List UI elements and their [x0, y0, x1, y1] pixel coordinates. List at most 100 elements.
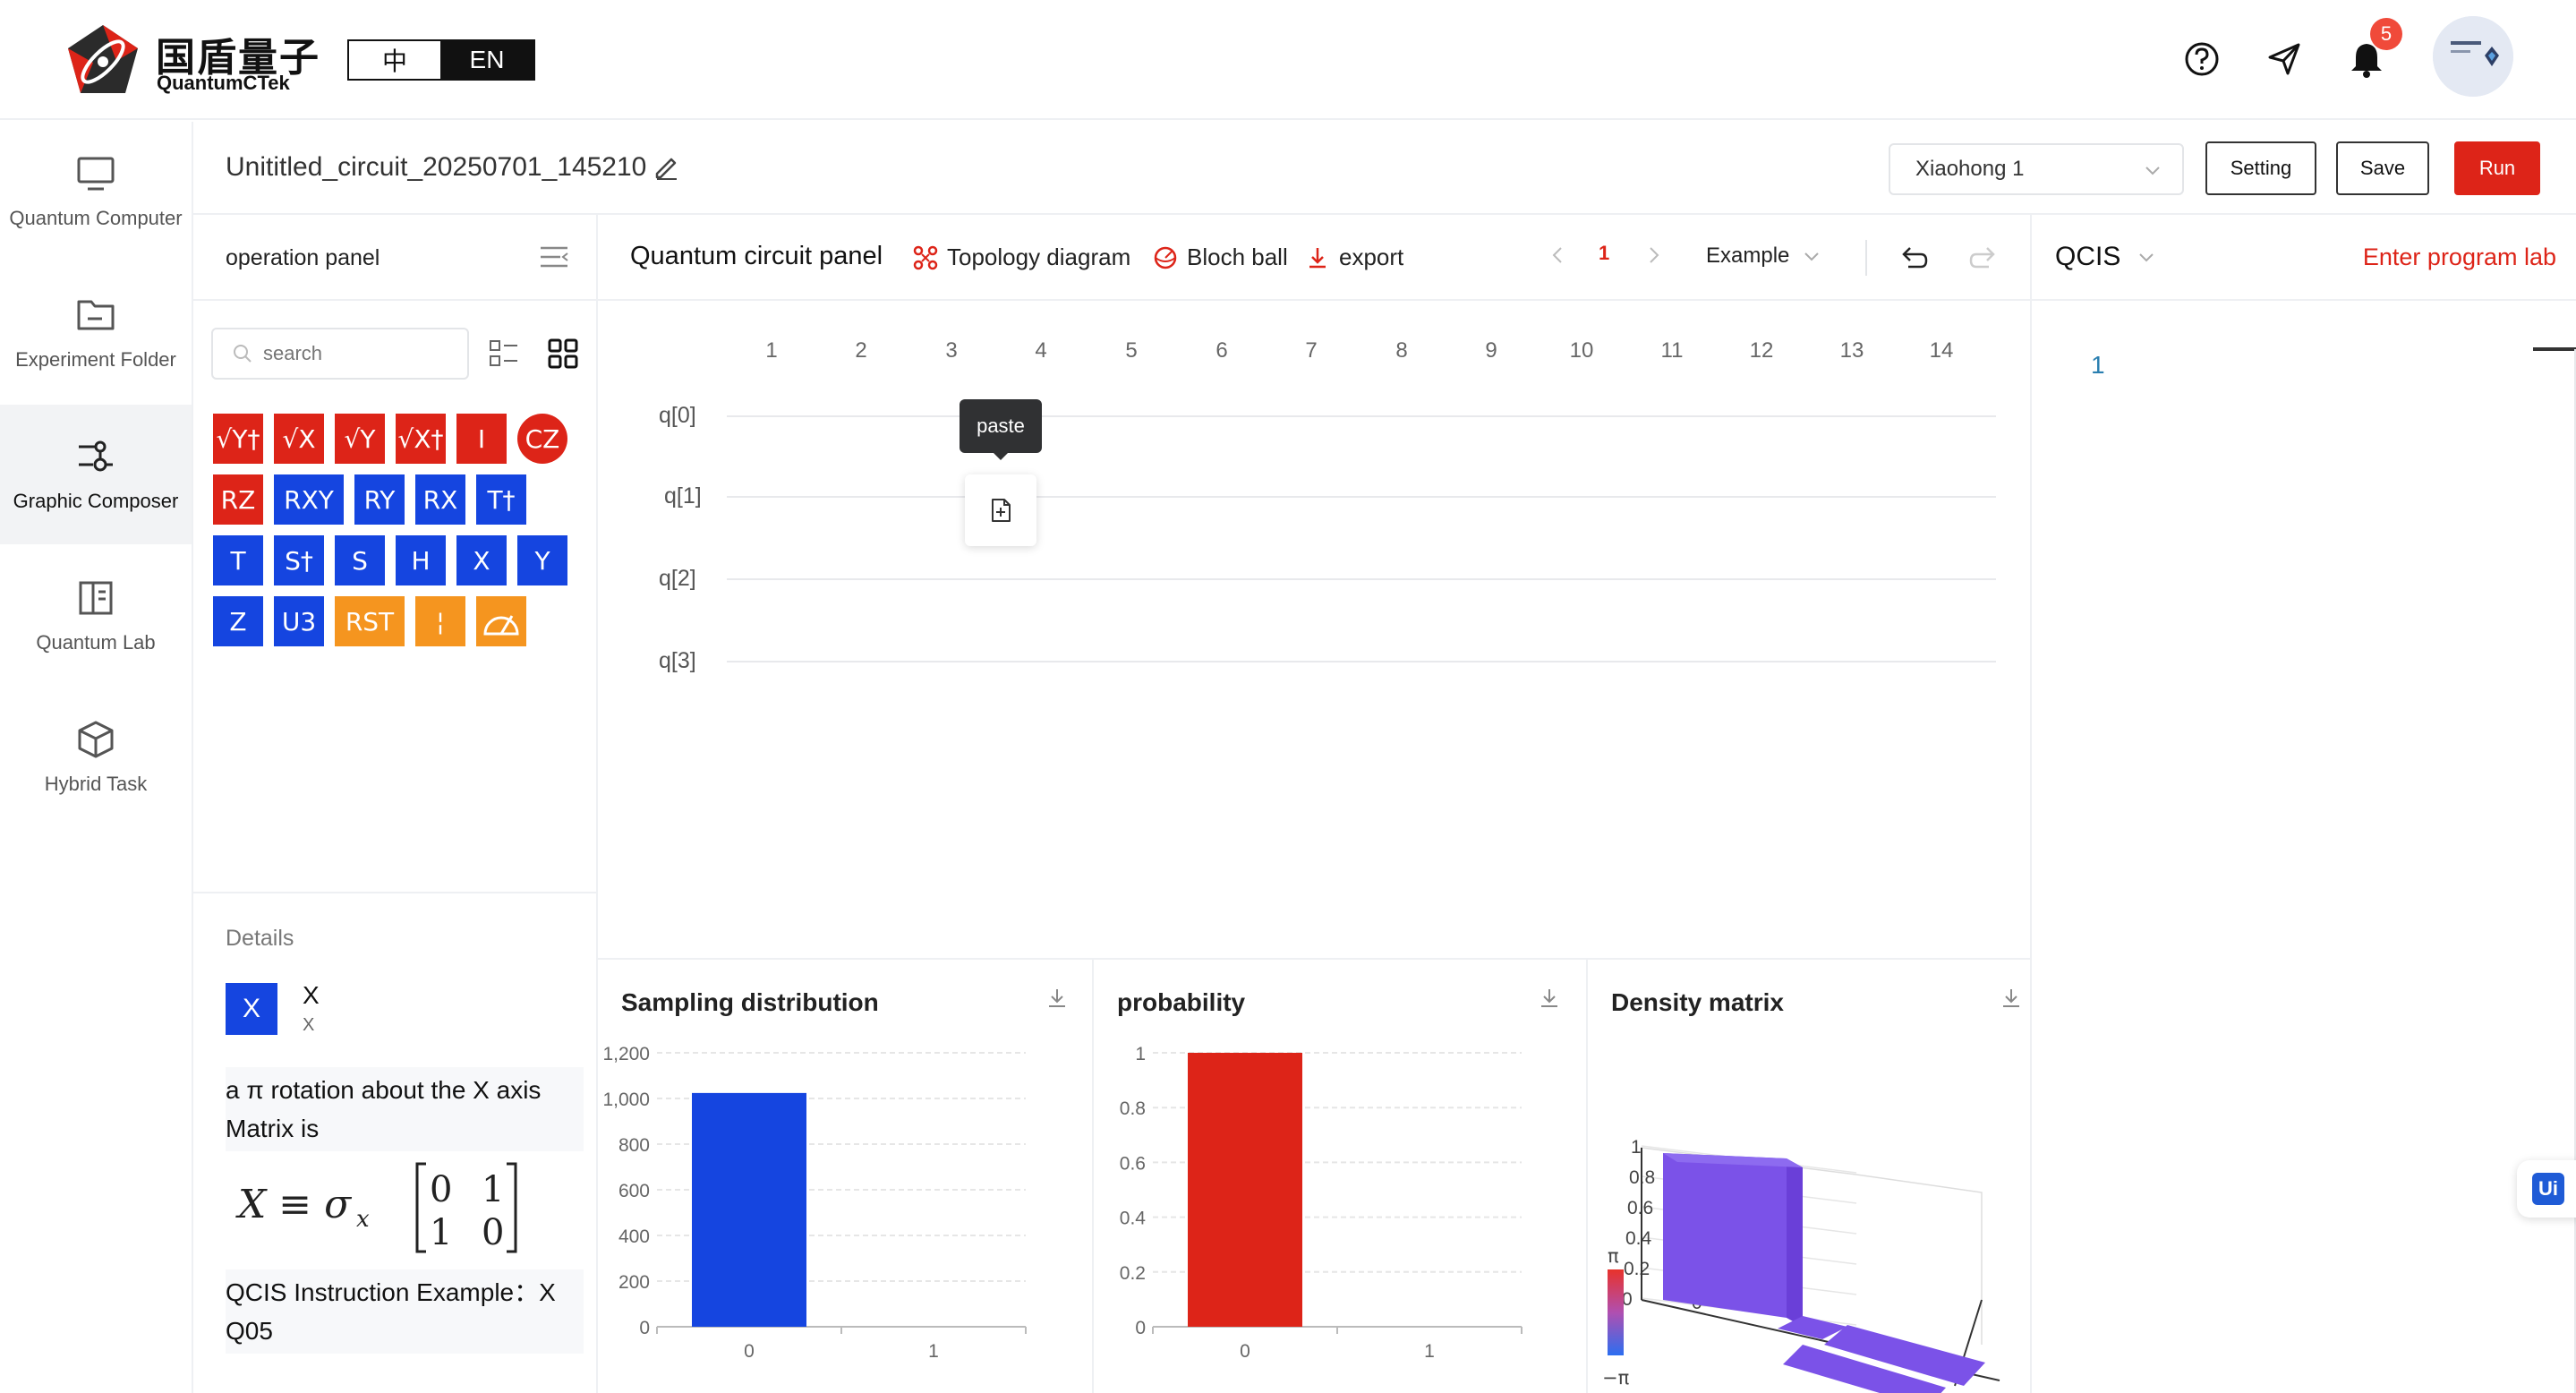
- paste-button[interactable]: [965, 474, 1036, 546]
- nav-item-hybrid-task[interactable]: Hybrid Task: [0, 688, 192, 827]
- gate-i[interactable]: I: [456, 414, 507, 464]
- bloch-ball-link[interactable]: Bloch ball: [1153, 244, 1288, 271]
- example-select-label: Example: [1706, 244, 1790, 268]
- enter-program-lab-link[interactable]: Enter program lab: [2362, 244, 2556, 270]
- nav-item-quantum-lab[interactable]: Quantum Lab: [0, 546, 192, 686]
- bell-icon[interactable]: [2341, 34, 2392, 84]
- matrix-cell: 1: [482, 1169, 504, 1210]
- nav-item-graphic-composer[interactable]: Graphic Composer: [0, 405, 192, 544]
- x-tick-label: 1: [1424, 1341, 1435, 1362]
- grid-view-icon[interactable]: [548, 338, 578, 369]
- sampling-distribution-panel: Sampling distribution 0 200 400 600 800 1,000…: [598, 958, 1094, 1393]
- lang-en-button[interactable]: EN: [440, 41, 533, 79]
- search-input[interactable]: [263, 342, 442, 365]
- nav-item-quantum-computer[interactable]: Quantum Computer: [0, 122, 192, 261]
- folder-icon: [77, 300, 115, 330]
- gate-rx[interactable]: RX: [415, 474, 465, 525]
- gate-u3[interactable]: U3: [274, 596, 324, 646]
- logo[interactable]: [63, 21, 143, 98]
- nav-item-experiment-folder[interactable]: Experiment Folder: [0, 263, 192, 403]
- gate-rst[interactable]: RST: [335, 596, 405, 646]
- column-number: 6: [1215, 338, 1228, 363]
- gate-sqrt-x[interactable]: √X: [274, 414, 324, 464]
- download-icon[interactable]: [1045, 987, 1069, 1010]
- brand-name-cn: 国盾量子: [156, 36, 320, 80]
- edit-icon[interactable]: [652, 152, 680, 181]
- gate-sqrt-x-dagger[interactable]: √X†: [396, 414, 446, 464]
- probability-chart: 0 0.2 0.4 0.6 0.8 1 0 1: [1120, 1044, 1523, 1362]
- gate-s-dagger[interactable]: S†: [274, 535, 324, 585]
- chevron-left-icon[interactable]: [1547, 244, 1570, 267]
- nav-label: Graphic Composer: [13, 490, 179, 512]
- redo-icon[interactable]: [1967, 242, 2000, 274]
- gate-h[interactable]: H: [396, 535, 446, 585]
- qcis-panel: QCIS Enter program lab 1: [2030, 215, 2576, 1393]
- qcis-title: QCIS: [2055, 242, 2121, 271]
- avatar[interactable]: [2433, 16, 2513, 97]
- gate-x[interactable]: X: [456, 535, 507, 585]
- gate-sqrt-y-dagger[interactable]: √Y†: [213, 414, 263, 464]
- column-number: 14: [1929, 338, 1954, 363]
- book-icon: [79, 581, 113, 615]
- circuit-panel-header: Quantum circuit panel Topology diagram B…: [598, 215, 2030, 301]
- page-number[interactable]: 1: [1599, 242, 1610, 264]
- collapse-menu-icon[interactable]: [539, 242, 569, 272]
- sampling-distribution-chart: 0 200 400 600 800 1,000 1,200 0 1: [602, 1044, 1027, 1362]
- column-number: 7: [1305, 338, 1318, 363]
- matrix-cell: 1: [430, 1212, 452, 1253]
- qubit-label: q[1]: [664, 483, 702, 508]
- colorbar: [1608, 1269, 1624, 1355]
- column-number: 3: [945, 338, 958, 363]
- qubit-wire[interactable]: [727, 496, 1996, 498]
- gate-t-dagger[interactable]: T†: [476, 474, 526, 525]
- qcis-select[interactable]: QCIS: [2055, 242, 2156, 272]
- gate-search-box[interactable]: [211, 328, 469, 380]
- save-button[interactable]: Save: [2336, 141, 2429, 195]
- setting-button[interactable]: Setting: [2205, 141, 2316, 195]
- send-icon[interactable]: [2259, 34, 2309, 84]
- qubit-wire[interactable]: [727, 578, 1996, 580]
- chart-title: Sampling distribution: [621, 988, 879, 1016]
- ui-assistant-badge[interactable]: Ui: [2517, 1160, 2576, 1218]
- qubit-wire[interactable]: [727, 415, 1996, 417]
- language-switch[interactable]: 中 EN: [347, 39, 535, 81]
- download-icon[interactable]: [1538, 987, 1561, 1010]
- topology-diagram-link[interactable]: Topology diagram: [913, 244, 1130, 271]
- gate-z[interactable]: Z: [213, 596, 263, 646]
- gate-measure[interactable]: [476, 596, 526, 646]
- export-link[interactable]: export: [1305, 244, 1403, 271]
- gate-barrier[interactable]: ¦: [415, 596, 465, 646]
- gate-s[interactable]: S: [335, 535, 385, 585]
- run-button[interactable]: Run: [2454, 141, 2540, 195]
- machine-select[interactable]: Xiaohong 1: [1889, 143, 2184, 195]
- machine-select-value: Xiaohong 1: [1915, 157, 2025, 181]
- details-title: Details: [226, 926, 294, 951]
- example-select[interactable]: Example: [1706, 244, 1821, 269]
- chevron-right-icon[interactable]: [1642, 244, 1665, 267]
- qubit-label: q[3]: [659, 648, 696, 673]
- gate-y[interactable]: Y: [517, 535, 567, 585]
- editor-scrollbar[interactable]: [2574, 349, 2576, 1393]
- list-view-icon[interactable]: [489, 338, 519, 369]
- gate-sqrt-y[interactable]: √Y: [335, 414, 385, 464]
- gate-ry[interactable]: RY: [354, 474, 405, 525]
- lang-zh-button[interactable]: 中: [349, 41, 440, 79]
- gate-t[interactable]: T: [213, 535, 263, 585]
- circuit-name: Unititled_circuit_20250701_145210: [226, 152, 647, 182]
- y-tick-label: 1: [1135, 1044, 1146, 1064]
- gate-cz[interactable]: CZ: [517, 414, 567, 464]
- qubit-wire[interactable]: [727, 661, 1996, 662]
- details-gate-name: X: [303, 981, 320, 1009]
- download-icon[interactable]: [2000, 987, 2023, 1010]
- x-tick-label: 0: [1240, 1341, 1250, 1362]
- colorbar-min-label: −π: [1602, 1367, 1630, 1389]
- y-tick-label: 0.4: [1120, 1209, 1147, 1229]
- help-icon[interactable]: [2177, 34, 2227, 84]
- gate-rxy[interactable]: RXY: [274, 474, 344, 525]
- gate-rz[interactable]: RZ: [213, 474, 263, 525]
- paste-tooltip: paste: [960, 399, 1042, 453]
- tooltip-arrow: [992, 451, 1010, 460]
- probability-panel: probability 0 0.2 0.4 0.6 0.8 1 0 1: [1094, 958, 1588, 1393]
- details-qcis-example: QCIS Instruction Example：X Q05: [226, 1269, 584, 1354]
- undo-icon[interactable]: [1898, 242, 1930, 274]
